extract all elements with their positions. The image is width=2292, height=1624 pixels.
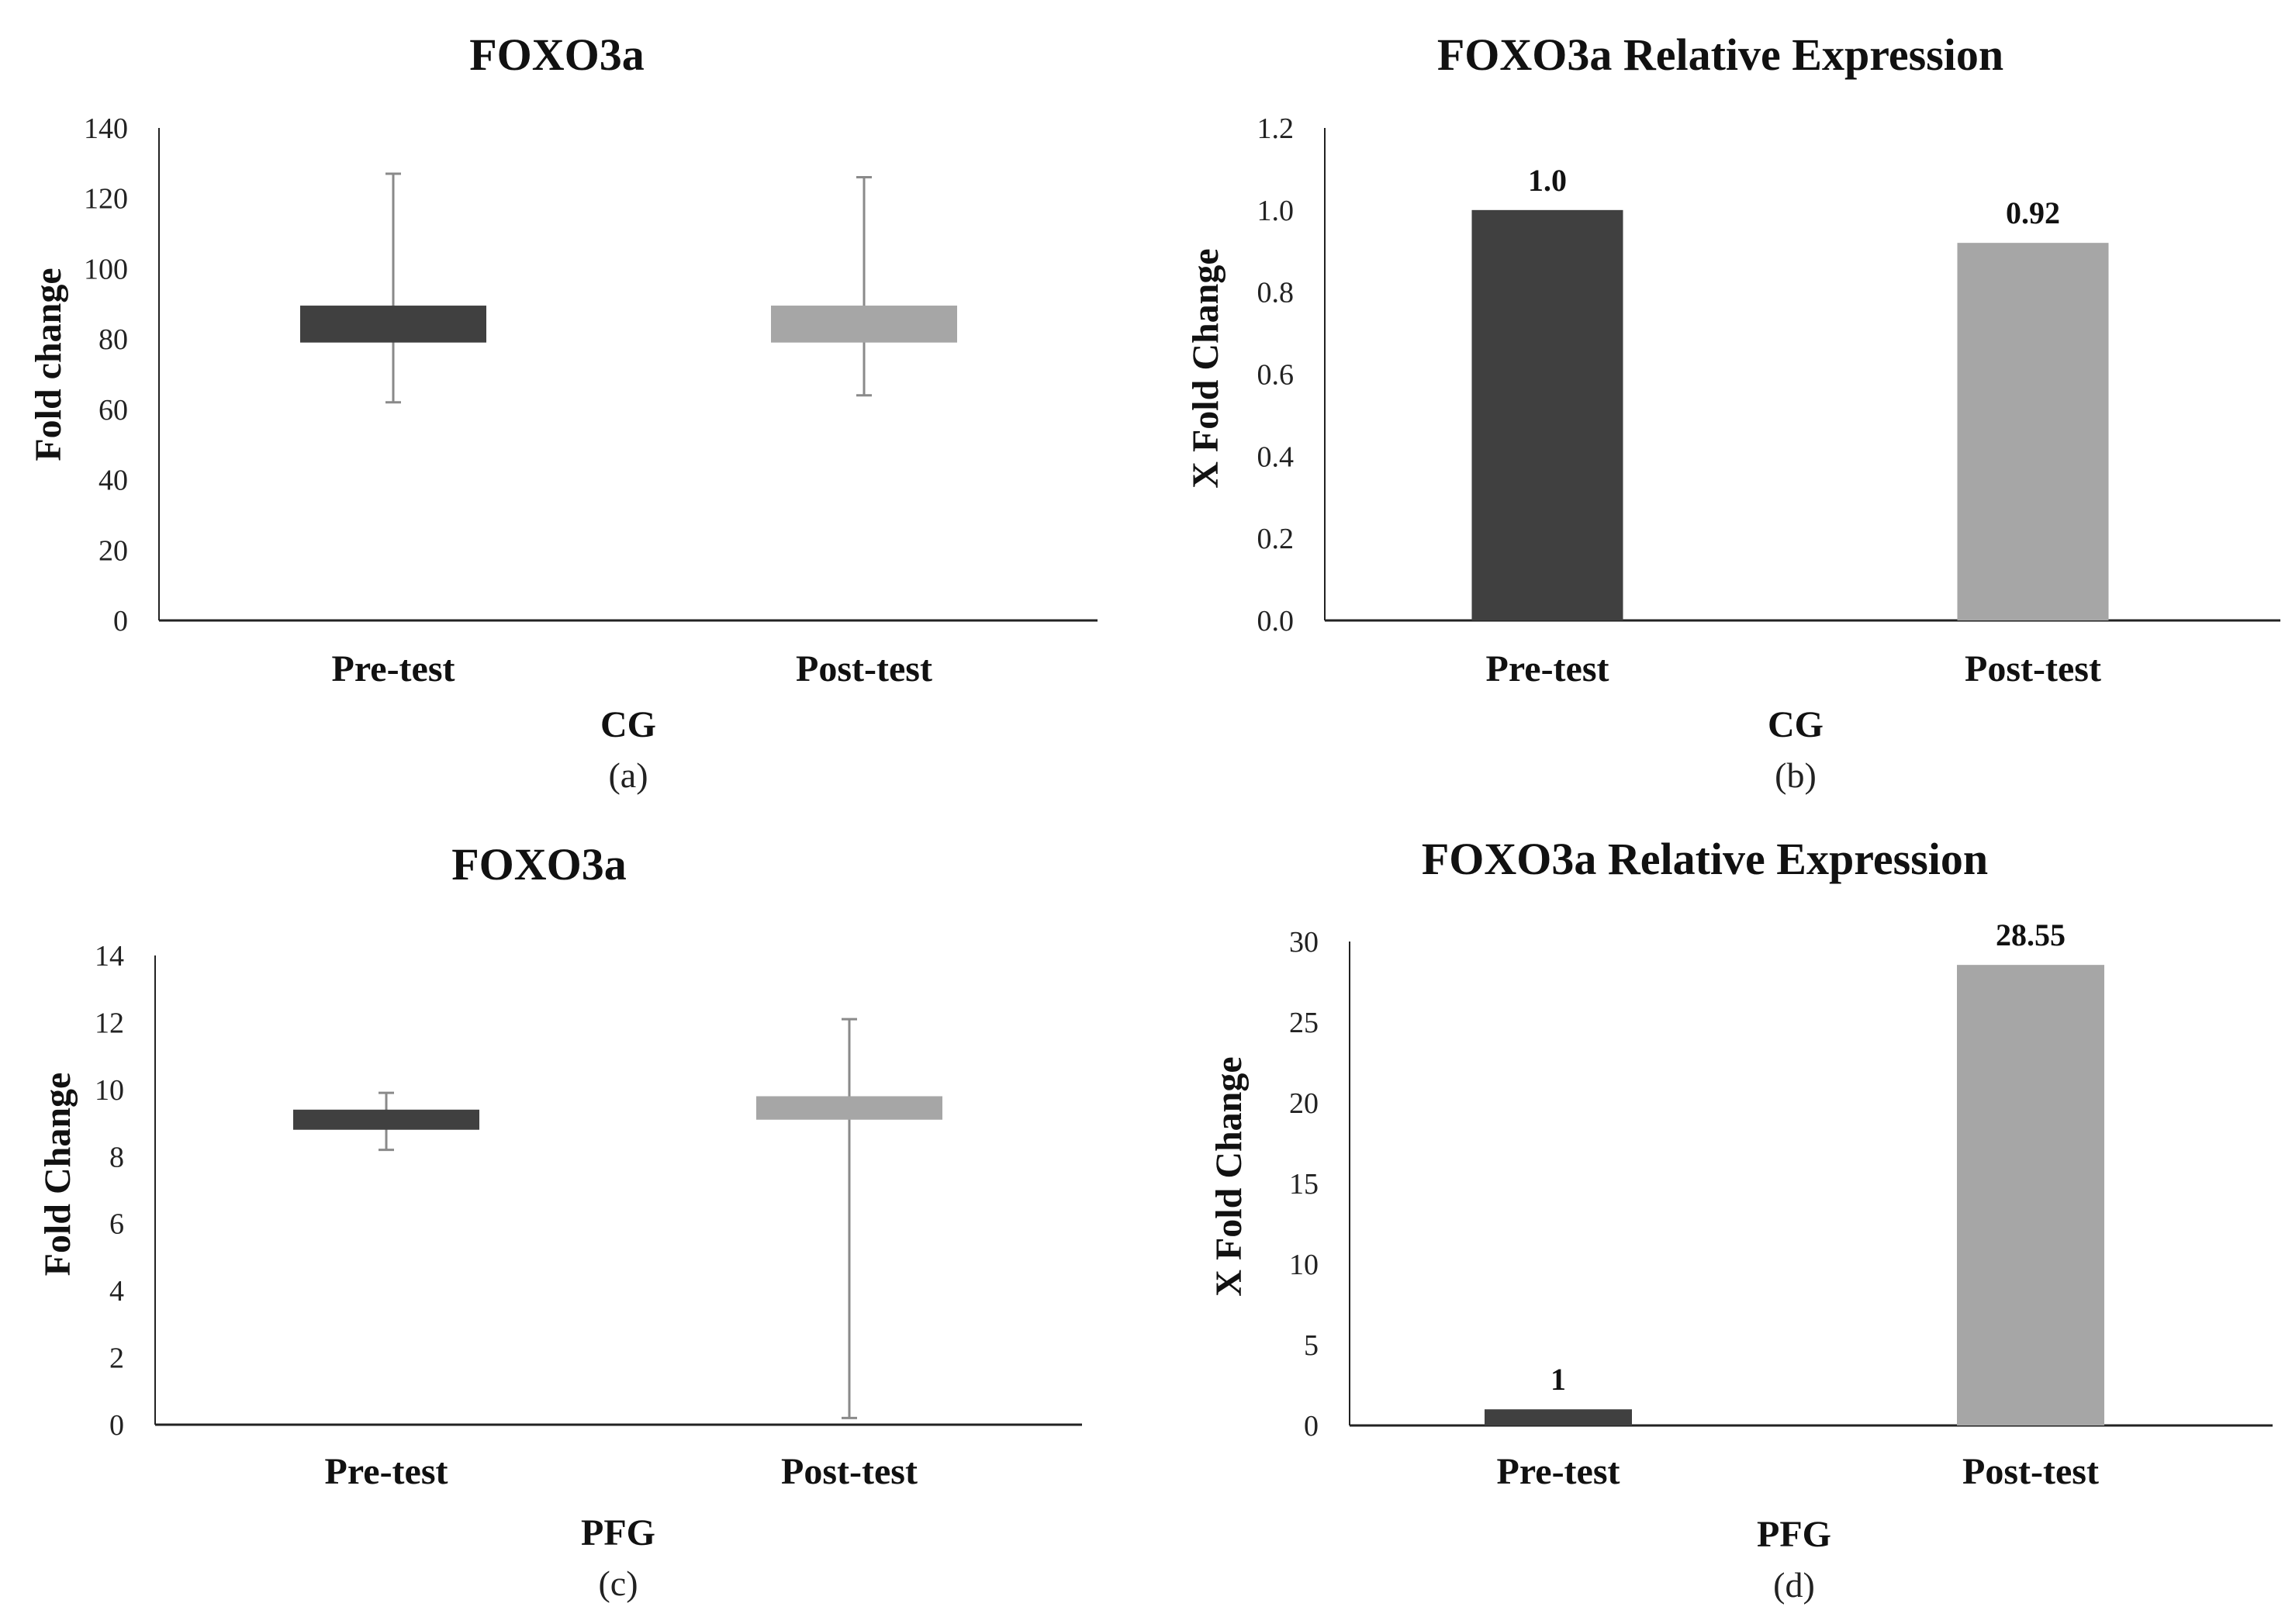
chart-title: FOXO3a: [451, 839, 627, 890]
y-tick-label: 1.0: [1257, 195, 1295, 227]
x-axis-label: CG: [1768, 704, 1824, 745]
y-tick-label: 0.8: [1257, 277, 1295, 309]
y-tick-label: 15: [1289, 1168, 1319, 1201]
y-tick-label: 0.4: [1257, 441, 1295, 473]
axes: [1324, 128, 2280, 622]
category-label: Pre-test: [1497, 1451, 1620, 1492]
chart-b-svg: FOXO3a Relative Expression X Fold Change…: [1185, 29, 2280, 795]
bar: [1957, 243, 2109, 620]
x-axis-label: CG: [600, 704, 656, 745]
y-tick-label: 0: [1304, 1410, 1319, 1443]
data-label: 28.55: [1996, 917, 2066, 952]
data-label: 1.0: [1528, 163, 1567, 198]
category-labels: Pre-test Post-test: [1497, 1451, 2099, 1492]
box-rect: [300, 306, 486, 343]
y-ticks: 0 20 40 60 80 100 120 140: [84, 112, 128, 638]
y-tick-label: 4: [109, 1275, 124, 1308]
chart-title: FOXO3a: [469, 29, 645, 80]
y-axis-label: Fold change: [28, 268, 69, 461]
chart-title: FOXO3a Relative Expression: [1422, 834, 1988, 884]
box-rect: [771, 306, 957, 343]
category-label: Pre-test: [332, 648, 455, 689]
data-label: 1: [1550, 1362, 1566, 1397]
y-tick-label: 10: [1289, 1249, 1319, 1281]
category-label: Post-test: [781, 1451, 918, 1492]
panel-label: (c): [598, 1564, 638, 1603]
y-tick-label: 1.2: [1257, 112, 1295, 145]
bar: [1485, 1409, 1632, 1425]
x-axis-label: PFG: [1757, 1514, 1831, 1555]
y-ticks: 0 5 10 15 20 25 30: [1289, 926, 1319, 1443]
y-tick-label: 6: [109, 1208, 124, 1241]
data-labels: 128.55: [1550, 917, 2066, 1397]
y-tick-label: 20: [99, 534, 128, 567]
bar-marks: [1471, 209, 2109, 620]
box-rect: [293, 1109, 479, 1130]
data-label: 0.92: [2006, 195, 2060, 230]
bar: [1957, 965, 2104, 1425]
chart-d-svg: FOXO3a Relative Expression X Fold Change…: [1208, 834, 2273, 1605]
chart-title: FOXO3a Relative Expression: [1437, 29, 2003, 80]
y-axis-label: X Fold Change: [1208, 1056, 1250, 1296]
y-tick-label: 40: [99, 465, 128, 497]
category-label: Pre-test: [1486, 648, 1609, 689]
y-axis-label: X Fold Change: [1185, 248, 1226, 488]
axes: [158, 128, 1098, 622]
axes: [1349, 942, 2273, 1427]
y-tick-label: 8: [109, 1141, 124, 1173]
y-tick-label: 0: [109, 1409, 124, 1442]
bar-marks: [1485, 965, 2104, 1425]
box-marks: [300, 172, 957, 404]
y-tick-label: 0.2: [1257, 523, 1295, 555]
y-tick-label: 120: [84, 183, 128, 216]
category-label: Pre-test: [325, 1451, 448, 1492]
bar: [1471, 209, 1623, 620]
x-axis-label: PFG: [581, 1512, 655, 1553]
box-rect: [756, 1096, 942, 1120]
y-axis-label: Fold Change: [37, 1073, 78, 1277]
panel-label: (a): [608, 755, 648, 795]
panel-a-box-chart: FOXO3a Fold change 0 20 40 60 80 100 120 140 Pr…: [0, 0, 1146, 812]
y-tick-label: 14: [95, 940, 124, 973]
axes: [154, 955, 1082, 1426]
y-tick-label: 2: [109, 1342, 124, 1375]
panel-label: (d): [1773, 1565, 1815, 1605]
y-tick-label: 20: [1289, 1087, 1319, 1120]
y-tick-label: 12: [95, 1007, 124, 1039]
category-labels: Pre-test Post-test: [325, 1451, 918, 1492]
chart-a-svg: FOXO3a Fold change 0 20 40 60 80 100 120 140 Pr…: [28, 29, 1098, 795]
y-tick-label: 0: [113, 605, 128, 638]
category-labels: Pre-test Post-test: [332, 648, 932, 689]
y-tick-label: 100: [84, 253, 128, 285]
box-marks: [293, 1018, 942, 1419]
y-tick-label: 80: [99, 323, 128, 356]
y-ticks: 0.0 0.2 0.4 0.6 0.8 1.0 1.2: [1257, 112, 1295, 638]
panel-b-bar-chart: FOXO3a Relative Expression X Fold Change…: [1146, 0, 2292, 812]
category-label: Post-test: [1962, 1451, 2099, 1492]
category-label: Post-test: [796, 648, 932, 689]
category-labels: Pre-test Post-test: [1486, 648, 2101, 689]
y-tick-label: 0.0: [1257, 605, 1295, 638]
y-tick-label: 30: [1289, 926, 1319, 959]
y-tick-label: 0.6: [1257, 359, 1295, 392]
y-tick-label: 10: [95, 1074, 124, 1107]
y-ticks: 0 2 4 6 8 10 12 14: [95, 940, 124, 1442]
y-tick-label: 25: [1289, 1007, 1319, 1039]
panel-label: (b): [1775, 755, 1817, 795]
panel-c-box-chart: FOXO3a Fold Change 0 2 4 6 8 10 12 14 Pre-test P…: [0, 812, 1146, 1624]
y-tick-label: 140: [84, 112, 128, 145]
data-labels: 1.0 0.92: [1528, 163, 2060, 230]
category-label: Post-test: [1965, 648, 2101, 689]
y-tick-label: 5: [1304, 1329, 1319, 1362]
y-tick-label: 60: [99, 394, 128, 427]
panel-d-bar-chart: FOXO3a Relative Expression X Fold Change…: [1146, 812, 2292, 1624]
